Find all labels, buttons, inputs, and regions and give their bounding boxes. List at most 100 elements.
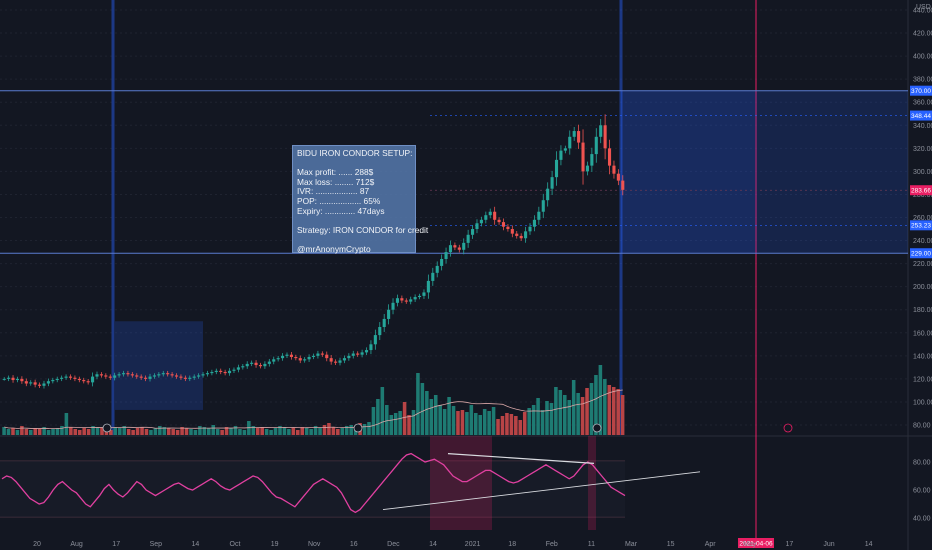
- price-tick-label: 140.00: [913, 353, 932, 360]
- volume-bar: [282, 427, 287, 435]
- volume-bar: [140, 427, 144, 435]
- candle-body: [546, 188, 550, 201]
- volume-bar: [576, 393, 580, 435]
- candle-body: [387, 309, 391, 319]
- volume-bar: [6, 429, 11, 435]
- volume-bar: [469, 405, 474, 435]
- volume-bar: [380, 387, 385, 435]
- candle-body: [210, 371, 214, 374]
- candle-body: [113, 375, 117, 378]
- candle-body: [86, 381, 90, 383]
- candle-body: [272, 359, 276, 362]
- oscillator-band-fill: [0, 461, 625, 517]
- time-tick-label: 11: [588, 541, 595, 548]
- volume-bar: [607, 385, 612, 435]
- volume-bar: [15, 430, 20, 435]
- candle-body: [532, 219, 536, 227]
- volume-bar: [398, 411, 402, 435]
- oscillator-highlight-zone: [430, 436, 492, 530]
- volume-bar: [549, 403, 554, 435]
- earnings-marker[interactable]: [783, 423, 793, 433]
- candle-body: [236, 367, 240, 370]
- candle-body: [568, 136, 572, 149]
- candle-body: [117, 374, 121, 376]
- candle-body: [144, 377, 148, 379]
- oscillator-pane: [0, 436, 701, 530]
- volume-bar: [180, 427, 184, 435]
- time-tick-label: 14: [865, 541, 873, 548]
- volume-bar: [545, 401, 549, 435]
- volume-bar: [189, 429, 193, 435]
- currency-label: USD: [916, 4, 931, 11]
- candle-body: [298, 358, 302, 361]
- candle-body: [621, 180, 625, 190]
- price-tick-label: 280.00: [913, 192, 932, 199]
- info-line: Strategy: IRON CONDOR for credit: [297, 224, 429, 235]
- candle-body: [378, 327, 382, 336]
- candle-body: [391, 302, 395, 310]
- volume-bar: [153, 428, 158, 435]
- candle-body: [493, 211, 497, 220]
- volume-bar: [460, 410, 465, 435]
- volume-bar: [540, 410, 545, 435]
- price-tick-label: 100.00: [913, 399, 932, 406]
- candle-body: [519, 235, 523, 239]
- volume-bar: [207, 428, 211, 435]
- earnings-marker[interactable]: [353, 423, 363, 433]
- time-tick-label: Aug: [70, 541, 83, 548]
- volume-bar: [327, 423, 331, 435]
- candle-body: [484, 215, 488, 220]
- volume-bar: [603, 379, 607, 435]
- candle-body: [245, 363, 249, 367]
- volume-bar: [331, 427, 336, 435]
- volume-bar: [367, 422, 371, 435]
- volume-bar: [522, 412, 527, 435]
- time-tick-label: Sep: [150, 541, 163, 548]
- candle-body: [334, 361, 338, 363]
- volume-bar: [64, 413, 69, 435]
- volume-bar: [224, 427, 229, 435]
- candle-body: [51, 380, 55, 382]
- candle-body: [599, 125, 603, 137]
- volume-bar: [166, 428, 171, 435]
- volume-bar: [620, 395, 625, 435]
- setup-info-box[interactable]: BIDU IRON CONDOR SETUP: Max profit: .....…: [292, 145, 429, 254]
- volume-bar: [425, 391, 429, 435]
- volume-bar: [420, 383, 425, 435]
- candle-body: [457, 247, 461, 250]
- volume-bar: [589, 383, 594, 435]
- volume-bar: [158, 426, 162, 435]
- candle-body: [426, 280, 430, 293]
- date-tag-label: 2021-04-06: [739, 541, 773, 548]
- candle-body: [329, 358, 333, 362]
- price-tag: [910, 248, 932, 259]
- volume-bar: [109, 430, 113, 435]
- candle-body: [157, 374, 161, 376]
- volume-bar: [131, 430, 135, 435]
- time-tick-label: 20: [33, 541, 41, 548]
- info-line: Max profit: ...... 288$: [297, 167, 374, 178]
- candle-body: [99, 374, 103, 376]
- candle-body: [316, 353, 320, 356]
- price-tag-label: 348.44: [911, 113, 931, 120]
- earnings-marker[interactable]: [102, 423, 112, 433]
- candle-body: [126, 373, 130, 375]
- candle-body: [29, 382, 33, 384]
- volume-bar: [429, 399, 434, 435]
- date-tag: [738, 538, 774, 548]
- volume-bar: [193, 430, 198, 435]
- volume-bar: [135, 428, 140, 435]
- volume-bar: [411, 410, 416, 435]
- volume-bar: [371, 407, 376, 435]
- volume-bar: [442, 409, 447, 435]
- time-tick-label: 2021: [465, 541, 481, 548]
- volume-bar: [433, 395, 438, 435]
- candle-body: [276, 358, 280, 360]
- info-line: POP: .................. 65%: [297, 195, 381, 206]
- candle-body: [563, 148, 567, 151]
- price-tick-label: 400.00: [913, 54, 932, 61]
- earnings-marker[interactable]: [592, 423, 602, 433]
- candle-body: [11, 377, 15, 381]
